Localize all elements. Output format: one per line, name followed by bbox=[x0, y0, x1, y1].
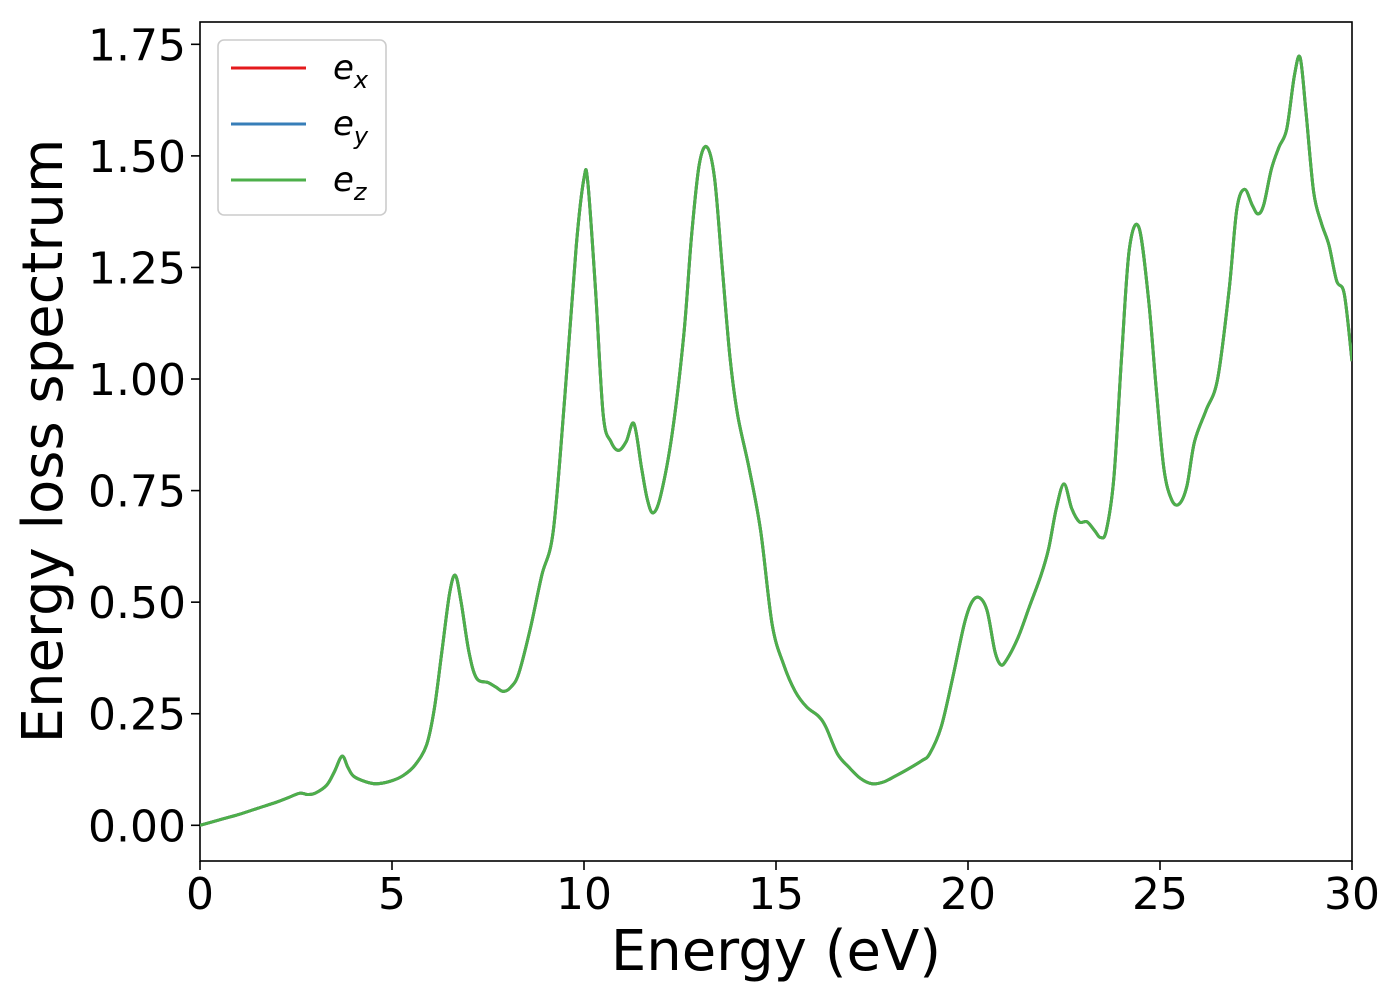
legend-label-z: ez bbox=[333, 160, 368, 206]
y-tick-label: 0.50 bbox=[88, 578, 186, 629]
x-axis-label: Energy (eV) bbox=[611, 919, 941, 984]
x-tick-label: 5 bbox=[378, 869, 406, 920]
x-axis-ticks: 0 5 10 15 20 25 30 bbox=[186, 861, 1380, 920]
legend: ex ey ez bbox=[217, 39, 387, 216]
y-tick-label: 1.50 bbox=[88, 132, 186, 183]
y-axis-ticks: 0.00 0.25 0.50 0.75 1.00 1.25 1.50 1.75 bbox=[88, 20, 200, 852]
y-axis-label: Energy loss spectrum bbox=[11, 139, 76, 744]
x-tick-label: 0 bbox=[186, 869, 214, 920]
x-tick-label: 10 bbox=[556, 869, 612, 920]
legend-box bbox=[217, 39, 387, 216]
x-tick-label: 15 bbox=[748, 869, 804, 920]
legend-label-x: ex bbox=[333, 48, 369, 94]
y-tick-label: 1.25 bbox=[88, 243, 186, 294]
y-tick-label: 0.00 bbox=[88, 801, 186, 852]
x-tick-label: 30 bbox=[1324, 869, 1380, 920]
y-tick-label: 0.75 bbox=[88, 467, 186, 518]
x-tick-label: 20 bbox=[940, 869, 996, 920]
y-tick-label: 1.75 bbox=[88, 20, 186, 71]
series-layer bbox=[200, 54, 1352, 827]
series-line-z bbox=[200, 54, 1352, 827]
y-tick-label: 0.25 bbox=[88, 690, 186, 741]
x-tick-label: 25 bbox=[1132, 869, 1188, 920]
y-tick-label: 1.00 bbox=[88, 355, 186, 406]
legend-label-y: ey bbox=[333, 104, 369, 150]
